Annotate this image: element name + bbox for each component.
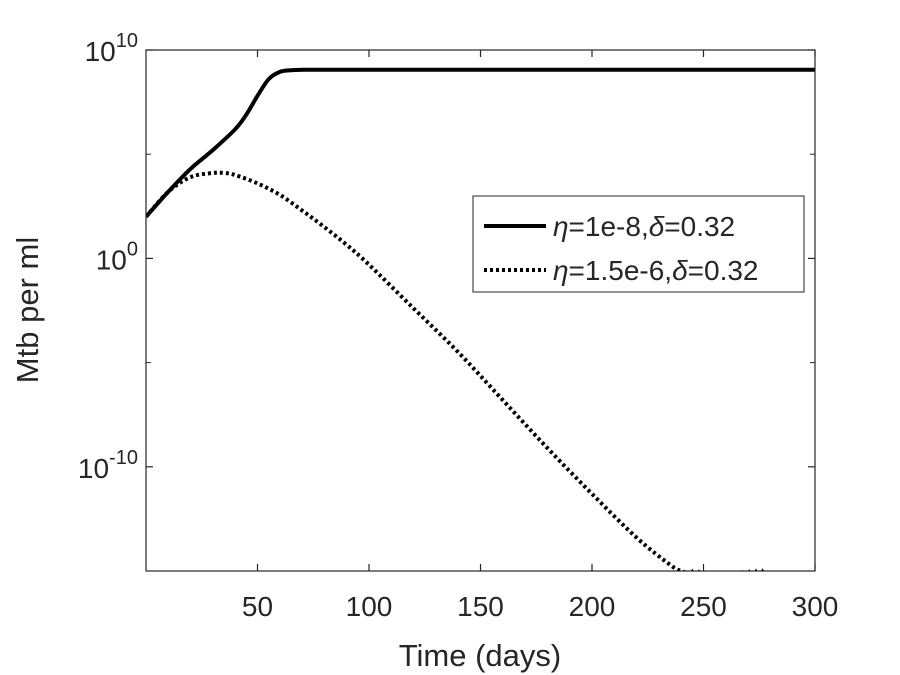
x-tick-label: 200 xyxy=(569,591,616,622)
noise-trace-1 xyxy=(686,575,813,590)
tick-labels: 50 100 150 200 250 300 10-10 100 1010 xyxy=(78,30,838,622)
x-tick-label: 100 xyxy=(346,591,393,622)
series-line-1 xyxy=(146,67,815,219)
series-layer xyxy=(146,67,815,571)
ticks-layer xyxy=(146,49,816,571)
legend-box xyxy=(472,195,805,293)
y-axis-label: Mtb per ml xyxy=(10,237,45,383)
x-tick-label: 50 xyxy=(242,591,273,622)
x-axis-label: Time (days) xyxy=(399,638,561,673)
noise-trace-4 xyxy=(686,568,791,571)
series-line-2 xyxy=(146,170,688,571)
x-tick-label: 300 xyxy=(792,591,839,622)
x-tick-label: 150 xyxy=(457,591,504,622)
legend-entry-2: η=1.5e-6,δ=0.32 xyxy=(553,255,759,286)
legend-entry-1: η=1e-8,δ=0.32 xyxy=(553,211,735,242)
legend: η=1e-8,δ=0.32 η=1.5e-6,δ=0.32 xyxy=(472,195,805,293)
x-tick-label: 250 xyxy=(680,591,727,622)
y-tick-label: 100 xyxy=(96,238,138,275)
y-tick-label: 10-10 xyxy=(78,447,138,484)
plot-area xyxy=(146,50,815,571)
y-tick-label: 1010 xyxy=(85,30,138,67)
